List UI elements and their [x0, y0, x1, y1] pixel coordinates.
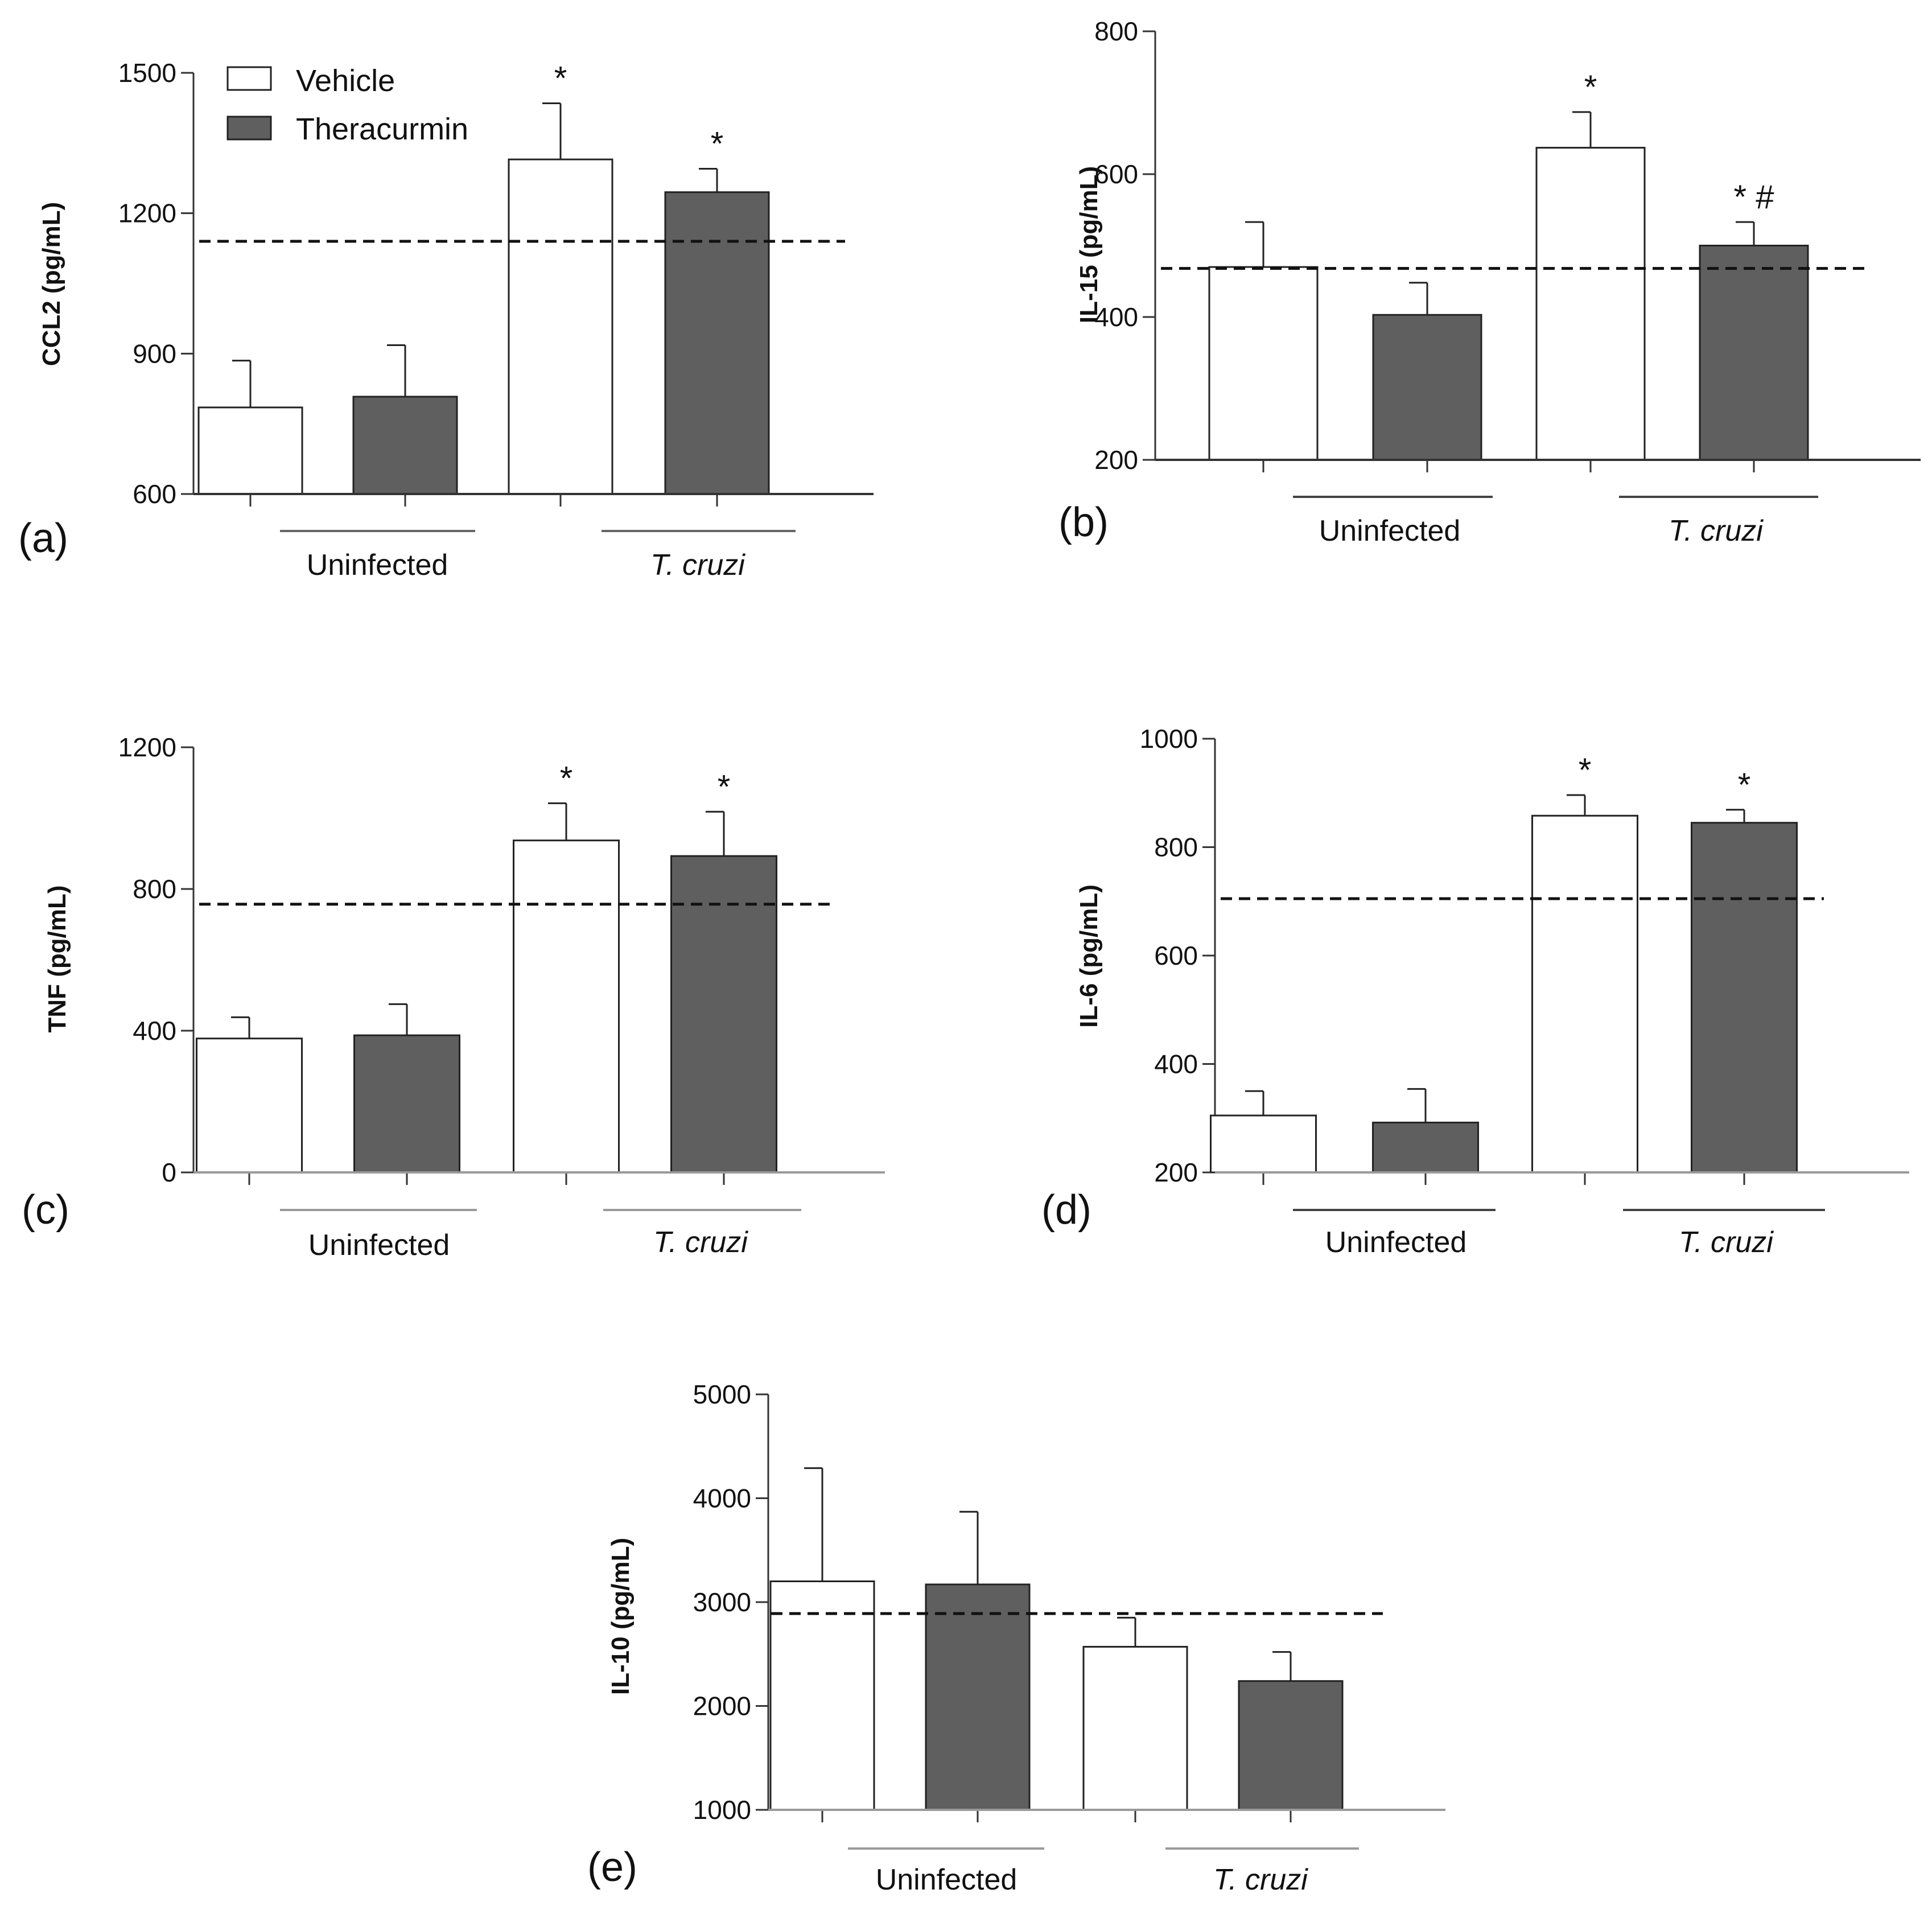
significance-marker: * — [1584, 69, 1597, 106]
bar-theracurmin-uninfected — [1372, 1121, 1479, 1174]
y-axis-title: TNF (pg/mL) — [43, 885, 71, 1032]
bar-theracurmin-uninfected — [925, 1583, 1031, 1811]
legend: Vehicle Theracurmin — [226, 64, 468, 146]
y-tick-label: 3000 — [693, 1587, 751, 1617]
chart-marks: * * # — [1155, 69, 1921, 498]
y-ticks: 1000 2000 3000 4000 5000 — [693, 1380, 769, 1825]
y-tick-label: 1200 — [118, 199, 176, 228]
y-axis-title: CCL2 (pg/mL) — [38, 202, 65, 366]
group-label-uninfected: Uninfected — [308, 1229, 450, 1262]
legend-swatch-theracurmin — [226, 116, 272, 141]
chart-marks: ** — [193, 60, 874, 532]
legend-label-theracurmin: Theracurmin — [296, 112, 468, 146]
significance-marker: * — [718, 768, 731, 805]
panel-letter: (c) — [22, 1187, 69, 1233]
bar-vehicle-uninfected — [196, 1038, 303, 1174]
group-label-tcruzi: T. cruzi — [1213, 1863, 1308, 1896]
y-tick-label: 400 — [1094, 302, 1138, 332]
group-label-uninfected: Uninfected — [876, 1863, 1018, 1896]
significance-marker: * — [1579, 752, 1592, 789]
bar-theracurmin-tcruzi — [1238, 1680, 1344, 1811]
panel-il15: 200 400 600 800 * * # IL-15 (pg/mL) (b) Unin… — [1058, 17, 1921, 548]
y-tick-label: 800 — [1094, 17, 1138, 46]
y-tick-label: 1200 — [118, 732, 176, 762]
y-tick-label: 800 — [1154, 833, 1198, 862]
y-tick-label: 600 — [133, 479, 176, 509]
y-tick-label: 0 — [162, 1158, 176, 1187]
bar-vehicle-tcruzi — [1531, 814, 1638, 1174]
panel-letter: (b) — [1058, 500, 1109, 545]
y-tick-label: 400 — [133, 1016, 176, 1045]
bar-theracurmin-tcruzi — [1699, 245, 1809, 461]
chart-marks: ** — [193, 760, 885, 1211]
group-label-uninfected: Uninfected — [1325, 1226, 1467, 1259]
significance-marker: * — [1738, 767, 1751, 804]
group-label-uninfected: Uninfected — [1319, 514, 1461, 548]
y-ticks: 600 900 1200 1500 — [118, 58, 195, 509]
significance-marker: * — [711, 126, 724, 163]
bar-theracurmin-uninfected — [352, 396, 458, 495]
bar-theracurmin-uninfected — [1372, 314, 1482, 461]
bar-theracurmin-tcruzi — [664, 191, 770, 495]
panel-letter: (e) — [587, 1845, 637, 1890]
y-tick-label: 1000 — [693, 1795, 751, 1825]
y-tick-label: 200 — [1154, 1158, 1198, 1187]
legend-swatch-vehicle — [226, 66, 272, 91]
bar-vehicle-tcruzi — [1082, 1645, 1188, 1811]
y-tick-label: 800 — [133, 874, 176, 904]
bar-vehicle-uninfected — [197, 406, 303, 495]
significance-marker: * — [560, 760, 573, 797]
y-tick-label: 600 — [1154, 941, 1198, 970]
bar-vehicle-uninfected — [1208, 266, 1319, 461]
panel-letter: (a) — [18, 516, 68, 561]
y-tick-label: 900 — [133, 339, 176, 368]
y-tick-label: 200 — [1094, 445, 1138, 475]
bar-theracurmin-tcruzi — [1691, 822, 1798, 1174]
y-tick-label: 4000 — [693, 1484, 751, 1513]
y-axis-title: IL-10 (pg/mL) — [607, 1538, 635, 1695]
y-tick-label: 1000 — [1140, 724, 1198, 754]
panel-letter: (d) — [1041, 1187, 1091, 1233]
bar-vehicle-uninfected — [769, 1580, 875, 1811]
y-tick-label: 2000 — [693, 1691, 751, 1721]
bar-vehicle-uninfected — [1210, 1114, 1317, 1174]
chart-marks: ** — [1210, 752, 1909, 1211]
y-tick-label: 400 — [1154, 1049, 1198, 1079]
legend-label-vehicle: Vehicle — [296, 64, 395, 98]
group-label-tcruzi: T. cruzi — [650, 549, 745, 582]
y-tick-label: 1500 — [118, 58, 176, 88]
group-label-tcruzi: T. cruzi — [653, 1226, 748, 1259]
y-tick-label: 5000 — [693, 1380, 751, 1409]
y-ticks: 0 400 800 1200 — [118, 732, 195, 1187]
group-label-uninfected: Uninfected — [307, 549, 448, 582]
significance-marker: * — [554, 60, 567, 97]
significance-marker: * # — [1734, 179, 1774, 216]
bar-vehicle-tcruzi — [513, 839, 620, 1174]
bar-vehicle-tcruzi — [508, 158, 613, 495]
bar-theracurmin-uninfected — [353, 1034, 460, 1174]
y-ticks: 200 400 600 800 1000 — [1140, 724, 1216, 1187]
group-label-tcruzi: T. cruzi — [1669, 514, 1764, 548]
chart-marks — [768, 1467, 1445, 1850]
y-tick-label: 600 — [1094, 159, 1138, 189]
y-axis-title: IL-6 (pg/mL) — [1075, 884, 1103, 1028]
bar-vehicle-tcruzi — [1535, 147, 1646, 461]
bar-theracurmin-tcruzi — [670, 855, 777, 1174]
group-label-tcruzi: T. cruzi — [1679, 1226, 1774, 1259]
y-ticks: 200 400 600 800 — [1094, 17, 1156, 475]
y-axis-title: IL-15 (pg/mL) — [1075, 166, 1103, 323]
panel-il10: 1000 2000 3000 4000 5000 IL-10 (pg/mL) (e) U… — [587, 1380, 1445, 1896]
